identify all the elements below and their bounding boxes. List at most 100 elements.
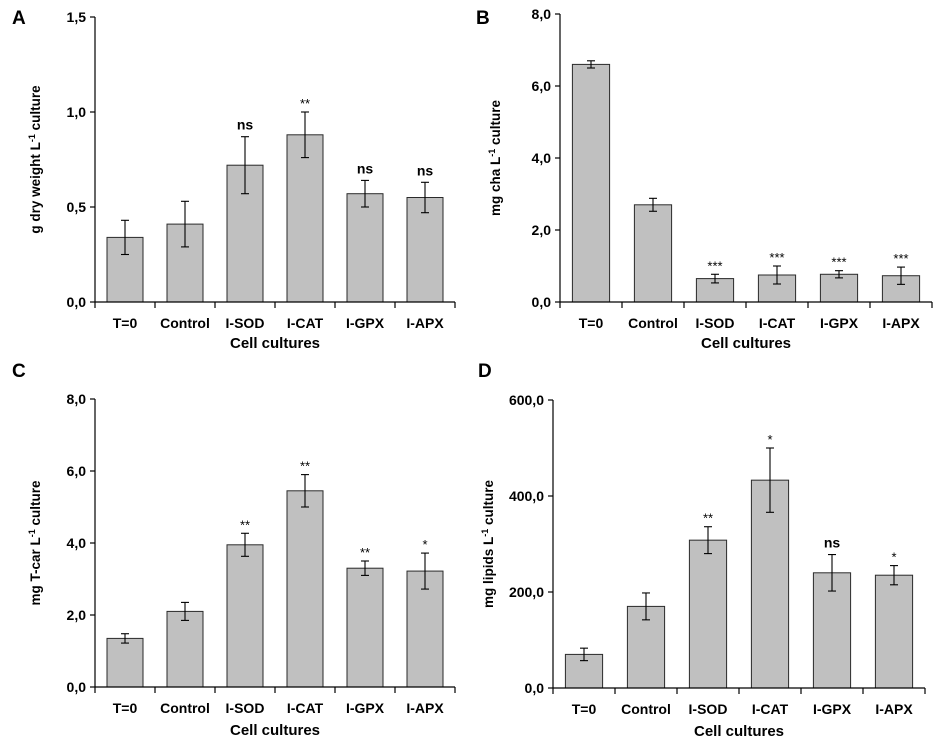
y-tick-label: 600,0 bbox=[509, 392, 544, 408]
x-tick-label: I-APX bbox=[875, 701, 913, 717]
y-tick-label: 2,0 bbox=[67, 607, 87, 623]
x-tick-label: I-CAT bbox=[759, 315, 796, 331]
panel-letter: A bbox=[12, 8, 26, 29]
bar-i-cat bbox=[750, 479, 790, 689]
y-tick-label: 0,0 bbox=[525, 680, 545, 696]
x-tick-label: T=0 bbox=[579, 315, 604, 331]
x-tick-label: I-CAT bbox=[287, 315, 324, 331]
x-tick-label: Control bbox=[160, 315, 210, 331]
significance-label: *** bbox=[831, 255, 846, 270]
y-axis-title: mg T-car L-1 culture bbox=[27, 480, 43, 606]
y-axis-title-main: mg lipids L bbox=[481, 537, 496, 608]
x-tick-label: I-SOD bbox=[226, 315, 265, 331]
significance-label: *** bbox=[769, 250, 784, 265]
y-tick-label: 8,0 bbox=[67, 391, 87, 407]
y-axis-title-superscript: -1 bbox=[27, 134, 37, 142]
x-tick-label: T=0 bbox=[113, 700, 138, 716]
x-tick-label: I-CAT bbox=[752, 701, 789, 717]
significance-label: * bbox=[422, 537, 427, 552]
bar-i-gpx bbox=[819, 273, 859, 303]
y-tick-label: 0,0 bbox=[67, 294, 87, 310]
chart-panel-c: C 0,0 2,0 4,0 6,0 8,0 T=0 Control ** I-SOD ** I-CAT… bbox=[12, 361, 456, 739]
chart-panel-a: A 0,0 0,5 1,0 1,5 T=0 Control ns I-SOD ** I-CAT ns I… bbox=[12, 8, 456, 352]
y-tick-label: 1,0 bbox=[67, 104, 87, 120]
y-tick-label: 0,5 bbox=[67, 199, 87, 215]
x-tick-label: I-GPX bbox=[820, 315, 859, 331]
y-axis-title-main: g dry weight L bbox=[28, 142, 43, 234]
y-tick-label: 200,0 bbox=[509, 584, 544, 600]
chart-panel-b: B 0,0 2,0 4,0 6,0 8,0 T=0 Control *** I-SOD *** I-C… bbox=[476, 6, 933, 352]
bar-i-cat bbox=[286, 134, 324, 303]
bar-i-apx bbox=[406, 197, 444, 303]
x-tick-label: I-APX bbox=[406, 700, 444, 716]
y-axis-title-main: mg T-car L bbox=[28, 537, 43, 605]
bar-i-apx bbox=[406, 570, 444, 688]
significance-label: ** bbox=[360, 545, 370, 560]
x-tick-label: T=0 bbox=[572, 701, 597, 717]
x-tick-label: I-APX bbox=[406, 315, 444, 331]
y-tick-label: 0,0 bbox=[532, 294, 552, 310]
y-axis-title-superscript: -1 bbox=[487, 149, 497, 157]
y-tick-label: 6,0 bbox=[532, 78, 552, 94]
panel-letter: D bbox=[478, 361, 492, 382]
x-tick-label: I-SOD bbox=[689, 701, 728, 717]
y-tick-label: 0,0 bbox=[67, 679, 87, 695]
bar-i-apx bbox=[874, 574, 914, 689]
significance-label: * bbox=[891, 550, 896, 565]
x-tick-label: Control bbox=[621, 701, 671, 717]
bar-i-gpx bbox=[346, 193, 384, 303]
significance-label: ns bbox=[824, 535, 841, 551]
x-tick-label: T=0 bbox=[113, 315, 138, 331]
x-tick-label: Control bbox=[160, 700, 210, 716]
significance-label: ** bbox=[300, 459, 310, 474]
panel-letter: C bbox=[12, 361, 26, 382]
y-tick-label: 4,0 bbox=[532, 150, 552, 166]
y-axis-title-suffix: culture bbox=[481, 479, 496, 528]
x-tick-label: I-GPX bbox=[813, 701, 852, 717]
y-axis-title: mg cha L-1 culture bbox=[487, 99, 503, 216]
y-tick-label: 400,0 bbox=[509, 488, 544, 504]
x-tick-label: I-GPX bbox=[346, 700, 385, 716]
bar-i-gpx bbox=[346, 567, 384, 688]
significance-label: * bbox=[767, 432, 772, 447]
y-axis-title-superscript: -1 bbox=[27, 529, 37, 537]
x-tick-label: I-SOD bbox=[226, 700, 265, 716]
significance-label: *** bbox=[707, 258, 722, 273]
y-tick-label: 6,0 bbox=[67, 463, 87, 479]
y-axis-title-superscript: -1 bbox=[480, 529, 490, 537]
bar-control bbox=[633, 204, 673, 303]
y-axis-title: mg lipids L-1 culture bbox=[480, 479, 496, 608]
significance-label: ns bbox=[417, 162, 434, 178]
x-axis-title: Cell cultures bbox=[230, 722, 320, 739]
significance-label: ns bbox=[357, 160, 374, 176]
y-axis-title-suffix: culture bbox=[488, 99, 503, 148]
x-tick-label: I-CAT bbox=[287, 700, 324, 716]
y-axis-title-main: mg cha L bbox=[488, 157, 503, 216]
y-tick-label: 2,0 bbox=[532, 222, 552, 238]
bar-i-sod bbox=[688, 539, 728, 689]
significance-label: ** bbox=[703, 511, 713, 526]
x-axis-title: Cell cultures bbox=[230, 335, 320, 352]
x-tick-label: I-GPX bbox=[346, 315, 385, 331]
y-tick-label: 4,0 bbox=[67, 535, 87, 551]
y-axis-title-suffix: culture bbox=[28, 480, 43, 529]
bar-i-cat bbox=[286, 490, 324, 688]
bar-t-0 bbox=[571, 63, 611, 303]
significance-label: *** bbox=[893, 251, 908, 266]
y-tick-label: 8,0 bbox=[532, 6, 552, 22]
panel-letter: B bbox=[476, 8, 490, 29]
bar-i-sod bbox=[226, 544, 264, 688]
y-tick-label: 1,5 bbox=[67, 9, 87, 25]
x-axis-title: Cell cultures bbox=[701, 335, 791, 352]
significance-label: ** bbox=[240, 517, 250, 532]
x-axis-title: Cell cultures bbox=[694, 723, 784, 740]
bar-t-0 bbox=[106, 637, 144, 688]
significance-label: ns bbox=[237, 117, 254, 133]
y-axis-title: g dry weight L-1 culture bbox=[27, 85, 43, 234]
chart-panel-d: D 0,0 200,0 400,0 600,0 T=0 Control ** I-SOD * I-C… bbox=[478, 361, 926, 740]
x-tick-label: I-APX bbox=[882, 315, 920, 331]
y-axis-title-suffix: culture bbox=[28, 85, 43, 134]
bar-control bbox=[166, 610, 204, 688]
significance-label: ** bbox=[300, 96, 310, 111]
